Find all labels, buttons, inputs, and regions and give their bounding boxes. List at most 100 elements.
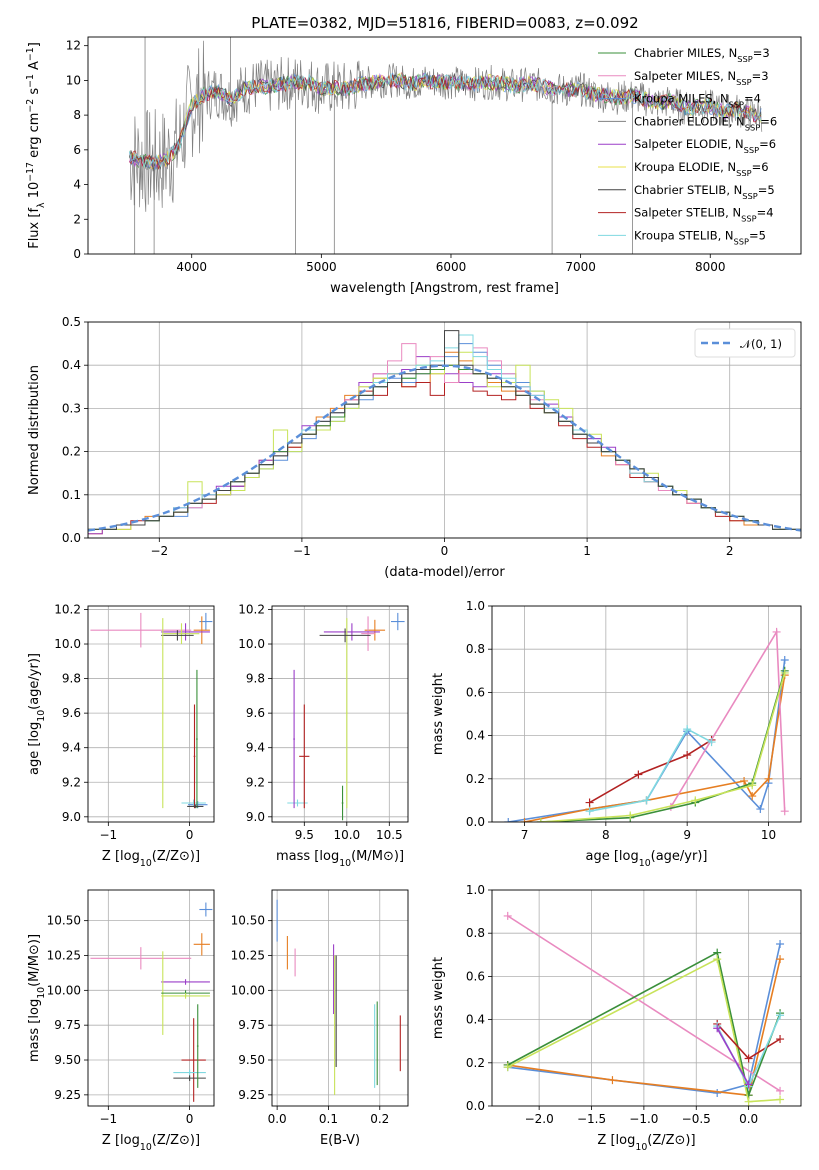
- x-axis-label: mass [log10(M/M⊙)]: [276, 849, 404, 869]
- y-tick-label: 1.0: [466, 883, 485, 897]
- weight-line: [507, 958, 781, 1097]
- plot-area: [129, 37, 763, 254]
- errorbar-point: [161, 979, 210, 985]
- legend-entry: Chabrier MILES, NSSP=3: [634, 46, 770, 64]
- weight-marker: [713, 955, 722, 964]
- model-fit-line: [129, 71, 762, 168]
- x-tick-label: 8: [602, 828, 610, 842]
- y-tick-label: 0.5: [62, 315, 81, 329]
- errorbar-point: [173, 1069, 206, 1076]
- x-axis-label: age [log10(age/yr)]: [586, 849, 708, 869]
- weight-marker: [776, 1035, 785, 1044]
- errorbar-point: [319, 628, 371, 643]
- panel-mass-vs-Z: −1 0 9.25 9.50 9.75 10.00 10.25 10.50 Z [log10(Z…: [27, 889, 215, 1153]
- y-tick-label: 9.6: [246, 706, 265, 720]
- errorbar-point: [361, 616, 375, 651]
- x-tick-label: 9.5: [295, 828, 314, 842]
- weight-line: [589, 728, 712, 812]
- y-tick-label: 9.0: [246, 810, 265, 824]
- y-tick-label: 10.2: [54, 602, 81, 616]
- y-tick-label: 9.4: [62, 741, 81, 755]
- y-tick-label: 9.4: [246, 741, 265, 755]
- weight-marker: [520, 818, 529, 822]
- y-tick-label: 10.2: [238, 602, 265, 616]
- y-tick-label: 10.0: [238, 637, 265, 651]
- weight-marker: [683, 725, 692, 734]
- weight-marker: [756, 805, 765, 814]
- model-fit-line: [129, 71, 762, 170]
- x-tick-label: 10.5: [376, 828, 403, 842]
- x-tick-label: 10: [761, 828, 776, 842]
- legend: 𝒩(0, 1): [694, 328, 796, 358]
- x-tick-label: 4000: [176, 260, 207, 274]
- errorbar-point: [199, 902, 213, 917]
- errorbar-point: [161, 618, 164, 809]
- y-tick-label: 10.00: [47, 983, 81, 997]
- y-tick-label: 4: [73, 178, 81, 192]
- legend-entry: 𝒩(0, 1): [740, 337, 782, 351]
- weight-marker: [536, 818, 545, 822]
- x-tick-label: 8000: [695, 260, 726, 274]
- legend-entry: Chabrier STELIB, NSSP=5: [634, 183, 775, 201]
- x-tick-label: −2.0: [525, 1112, 554, 1126]
- errorbar-point: [193, 616, 210, 645]
- axes-frame: [271, 605, 409, 823]
- x-tick-label: 5000: [306, 260, 337, 274]
- weight-marker: [776, 1095, 785, 1104]
- plot-area: [492, 606, 801, 822]
- y-tick-label: 9.50: [238, 1053, 265, 1067]
- y-tick-label: 9.8: [246, 672, 265, 686]
- y-tick-label: 9.50: [54, 1053, 81, 1067]
- normal-curve: [88, 364, 801, 532]
- weight-line: [507, 957, 781, 1103]
- weight-marker: [713, 1024, 722, 1033]
- y-axis-label: mass [log10(M/M⊙)]: [27, 934, 47, 1062]
- y-tick-label: 9.6: [62, 706, 81, 720]
- weight-marker: [585, 798, 594, 807]
- y-tick-label: 9.0: [62, 810, 81, 824]
- x-tick-label: 7: [521, 828, 529, 842]
- legend-entry: Chabrier ELODIE, NSSP=6: [634, 114, 777, 132]
- axes-frame: [87, 36, 802, 255]
- legend: Chabrier MILES, NSSP=3 Salpeter MILES, NS…: [598, 46, 777, 246]
- errorbar-point: [161, 630, 194, 641]
- x-tick-label: −1: [293, 544, 311, 558]
- x-axis-label: (data-model)/error: [384, 565, 505, 580]
- y-tick-label: 10.0: [54, 637, 81, 651]
- x-tick-label: 9: [683, 828, 691, 842]
- weight-marker: [780, 807, 789, 816]
- panel-spectrum: 4000 5000 6000 7000 8000 0 2 4 6 8 10 12 wavelength …: [25, 36, 802, 296]
- errorbar-point: [181, 799, 206, 807]
- legend-entry: Salpeter ELODIE, NSSP=6: [634, 137, 776, 155]
- weight-line: [540, 672, 786, 822]
- x-tick-label: 0.2: [370, 1112, 389, 1126]
- panel-residuals: −2 −1 0 1 2 0.0 0.1 0.2 0.3 0.4 0.5 (data-model)/er…: [27, 315, 802, 580]
- weight-marker: [642, 796, 651, 805]
- errorbar-point: [391, 612, 405, 631]
- x-tick-label: 0.0: [739, 1112, 758, 1126]
- plot-area: [88, 890, 214, 1106]
- weight-marker: [748, 792, 757, 801]
- y-tick-label: 9.25: [238, 1088, 265, 1102]
- y-tick-label: 0.4: [62, 358, 81, 372]
- x-tick-label: −1.5: [577, 1112, 606, 1126]
- x-axis-label: Z [log10(Z/Z⊙)]: [102, 1133, 200, 1153]
- plot-area: [492, 890, 801, 1106]
- y-tick-label: 0.0: [62, 531, 81, 545]
- y-tick-label: 0.2: [466, 772, 485, 786]
- weight-line: [540, 670, 786, 822]
- weight-marker: [776, 955, 785, 964]
- x-axis-label: Z [log10(Z/Z⊙)]: [102, 849, 200, 869]
- weight-marker: [780, 668, 789, 677]
- y-tick-label: 9.75: [238, 1018, 265, 1032]
- weight-line: [524, 674, 786, 822]
- weight-marker: [780, 656, 789, 664]
- x-tick-label: 0.1: [319, 1112, 338, 1126]
- y-tick-label: 0.3: [62, 401, 81, 415]
- model-fit-line: [129, 73, 762, 172]
- y-tick-label: 0.2: [466, 1056, 485, 1070]
- errorbar-point: [90, 612, 192, 648]
- errorbar-point: [173, 1075, 206, 1081]
- y-tick-label: 10: [66, 73, 81, 87]
